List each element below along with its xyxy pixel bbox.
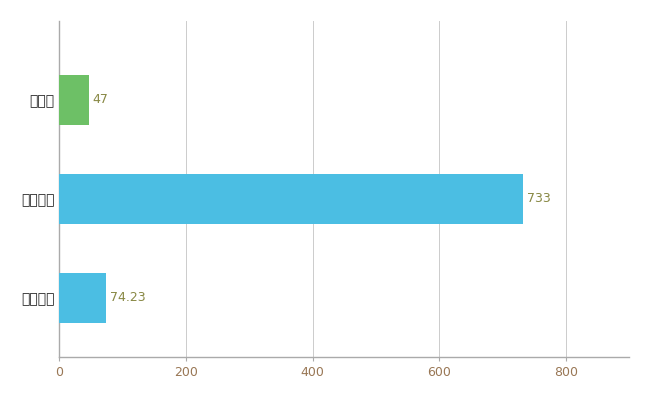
Bar — [59, 174, 523, 224]
Text: 733: 733 — [527, 192, 551, 205]
Text: 74.23: 74.23 — [110, 291, 146, 304]
Bar — [59, 273, 106, 322]
Text: 47: 47 — [93, 94, 109, 106]
Bar — [59, 75, 89, 125]
